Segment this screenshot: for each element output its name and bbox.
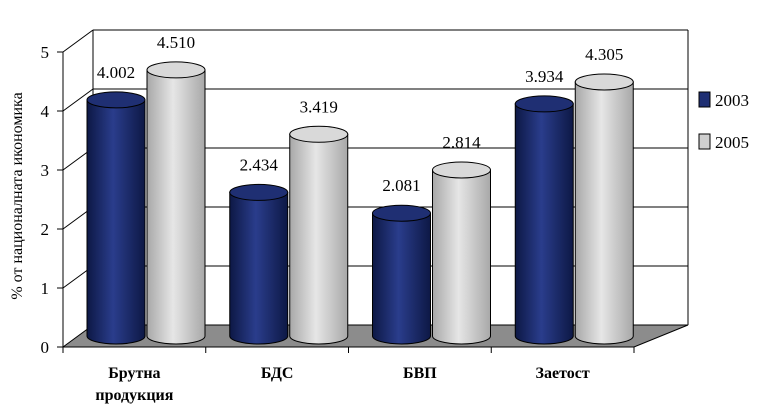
- category-label: БДС: [261, 365, 294, 382]
- bar-top: [432, 161, 491, 179]
- data-label: 4.305: [585, 45, 623, 64]
- bar-2005-3: [574, 73, 634, 345]
- category-labels: Брутна продукция БДС БВП Заетост: [95, 365, 590, 404]
- legend: 2003 2005: [698, 91, 749, 152]
- data-label: 2.434: [240, 155, 279, 174]
- y-tick-label: 0: [41, 338, 50, 357]
- bars: [86, 61, 634, 345]
- data-label: 3.419: [300, 97, 338, 116]
- bar-top: [514, 95, 574, 113]
- legend-label-2005: 2005: [715, 133, 749, 152]
- bar-2005-0: [146, 61, 206, 345]
- bar-2003-2: [372, 204, 431, 345]
- data-label: 3.934: [525, 67, 564, 86]
- bar-body: [432, 169, 491, 345]
- bar-body: [574, 81, 634, 345]
- bar-2003-1: [229, 183, 289, 345]
- bar-2003-0: [86, 91, 146, 345]
- bar-top: [86, 91, 146, 109]
- bar-body: [372, 212, 431, 345]
- category-label: Брутна: [108, 365, 160, 382]
- bar-top: [229, 183, 289, 201]
- bar-body: [514, 103, 574, 345]
- y-tick-label: 1: [41, 279, 50, 298]
- bar-body: [86, 99, 146, 345]
- category-label: БВП: [403, 365, 437, 382]
- bar-body: [146, 69, 206, 345]
- y-tick-label: 3: [41, 161, 50, 180]
- data-label: 2.081: [382, 176, 420, 195]
- bar-top: [574, 73, 634, 91]
- category-label: продукция: [95, 387, 173, 404]
- data-labels: 4.002 4.510 2.434 3.419 2.081 2.814 3.934 4.305: [97, 33, 624, 195]
- data-label: 4.510: [157, 33, 195, 52]
- bar-2005-2: [432, 161, 491, 345]
- bar-body: [229, 191, 289, 345]
- y-tick-labels: 0 1 2 3 4 5: [41, 43, 50, 357]
- bar-2003-3: [514, 95, 574, 345]
- axes: [57, 51, 635, 353]
- y-tick-label: 4: [41, 102, 50, 121]
- category-label: Заетост: [536, 365, 590, 382]
- data-label: 2.814: [442, 133, 481, 152]
- legend-label-2003: 2003: [715, 91, 749, 110]
- legend-swatch-2003: [698, 91, 711, 108]
- bar-body: [289, 133, 349, 345]
- data-label: 4.002: [97, 63, 135, 82]
- gridline-diag: [62, 88, 94, 112]
- gridline-diag: [62, 29, 94, 53]
- bar-top: [146, 61, 206, 79]
- y-axis-label: % от националната икономика: [9, 92, 26, 299]
- bar-top: [372, 204, 431, 222]
- y-tick-label: 2: [41, 220, 50, 239]
- bar-2005-1: [289, 125, 349, 345]
- bar-top: [289, 125, 349, 143]
- y-tick-label: 5: [41, 43, 50, 62]
- legend-swatch-2005: [698, 133, 711, 150]
